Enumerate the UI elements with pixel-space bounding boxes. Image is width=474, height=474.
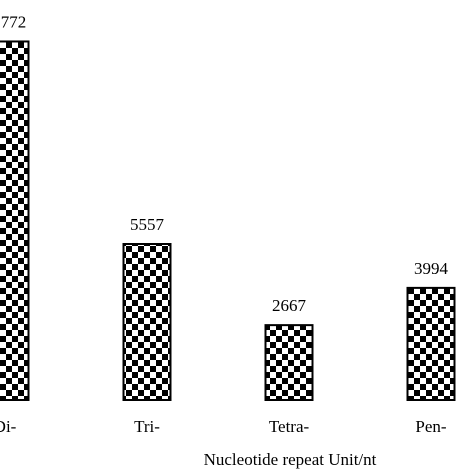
bar [406, 286, 456, 402]
x-tick-label: Tetra- [269, 417, 310, 436]
bar [122, 243, 172, 401]
data-label: 3994 [414, 259, 449, 278]
data-label: 2667 [272, 296, 307, 315]
x-axis-title: Nucleotide repeat Unit/nt [204, 450, 377, 469]
x-tick-label: Tri- [134, 417, 160, 436]
x-tick-label: Pen- [415, 417, 447, 436]
data-label: 12772 [0, 12, 26, 31]
data-label: 5557 [130, 215, 165, 234]
bar [264, 324, 314, 402]
x-tick-label: Di- [0, 417, 17, 436]
bar [0, 40, 30, 402]
